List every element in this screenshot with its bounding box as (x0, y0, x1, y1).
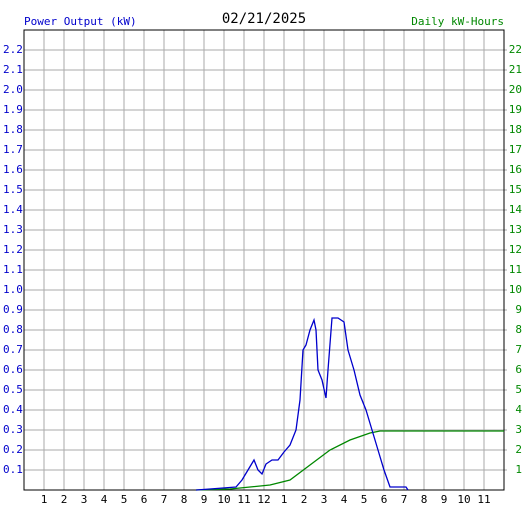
y2-tick-label: 21 (509, 63, 522, 76)
y-tick-label: 1.5 (3, 183, 23, 196)
chart-title: 02/21/2025 (222, 11, 306, 27)
x-tick-label: 3 (81, 493, 88, 506)
x-tick-label: 7 (401, 493, 408, 506)
x-tick-label: 11 (477, 493, 490, 506)
y2-tick-label: 12 (509, 243, 522, 256)
y2-axis-label: Daily kW-Hours (411, 15, 504, 28)
x-tick-label: 3 (321, 493, 328, 506)
y2-tick-label: 6 (515, 363, 522, 376)
y2-tick-label: 20 (509, 83, 522, 96)
x-tick-label: 2 (61, 493, 68, 506)
x-tick-label: 5 (121, 493, 128, 506)
y-tick-label: 1.0 (3, 283, 23, 296)
y2-tick-label: 19 (509, 103, 522, 116)
y-axis-label: Power Output (kW) (24, 15, 137, 28)
y2-tick-label: 5 (515, 383, 522, 396)
y2-tick-label: 8 (515, 323, 522, 336)
x-tick-label: 10 (217, 493, 230, 506)
x-tick-label: 9 (201, 493, 208, 506)
x-tick-label: 4 (341, 493, 348, 506)
y2-tick-label: 14 (509, 203, 523, 216)
y2-tick-label: 4 (515, 403, 522, 416)
y-tick-label: 0.7 (3, 343, 23, 356)
y-tick-label: 1.1 (3, 263, 23, 276)
y2-tick-label: 7 (515, 343, 522, 356)
x-tick-label: 2 (301, 493, 308, 506)
y-tick-label: 0.9 (3, 303, 23, 316)
y2-tick-label: 1 (515, 463, 522, 476)
y-tick-label: 2.2 (3, 43, 23, 56)
y2-tick-label: 16 (509, 163, 522, 176)
x-tick-label: 1 (41, 493, 48, 506)
y2-tick-label: 22 (509, 43, 522, 56)
y-tick-label: 0.8 (3, 323, 23, 336)
x-tick-label: 5 (361, 493, 368, 506)
y-tick-label: 1.6 (3, 163, 23, 176)
y-tick-label: 0.4 (3, 403, 23, 416)
y-tick-label: 0.2 (3, 443, 23, 456)
y2-tick-label: 11 (509, 263, 522, 276)
x-tick-label: 7 (161, 493, 168, 506)
y2-tick-label: 10 (509, 283, 522, 296)
y-tick-label: 1.9 (3, 103, 23, 116)
y-tick-label: 0.3 (3, 423, 23, 436)
plot-border (23, 29, 505, 491)
x-tick-label: 6 (381, 493, 388, 506)
y2-tick-label: 9 (515, 303, 522, 316)
y-tick-label: 2.1 (3, 63, 23, 76)
x-tick-label: 12 (257, 493, 270, 506)
x-tick-label: 9 (441, 493, 448, 506)
y-tick-label: 0.6 (3, 363, 23, 376)
y-tick-label: 1.4 (3, 203, 23, 216)
y2-tick-label: 15 (509, 183, 522, 196)
x-tick-label: 8 (181, 493, 188, 506)
y-tick-label: 0.5 (3, 383, 23, 396)
y-tick-label: 1.2 (3, 243, 23, 256)
y2-tick-label: 2 (515, 443, 522, 456)
y-tick-label: 2.0 (3, 83, 23, 96)
x-tick-label: 11 (237, 493, 250, 506)
y2-tick-label: 3 (515, 423, 522, 436)
x-tick-label: 8 (421, 493, 428, 506)
y2-tick-label: 13 (509, 223, 522, 236)
data-line (195, 317, 409, 491)
y2-tick-label: 17 (509, 143, 522, 156)
y-tick-label: 1.3 (3, 223, 23, 236)
y2-tick-label: 18 (509, 123, 522, 136)
y-tick-label: 0.1 (3, 463, 23, 476)
y-tick-label: 1.8 (3, 123, 23, 136)
x-tick-label: 6 (141, 493, 148, 506)
x-tick-label: 1 (281, 493, 288, 506)
x-tick-label: 4 (101, 493, 108, 506)
y-tick-label: 1.7 (3, 143, 23, 156)
x-tick-label: 10 (457, 493, 470, 506)
